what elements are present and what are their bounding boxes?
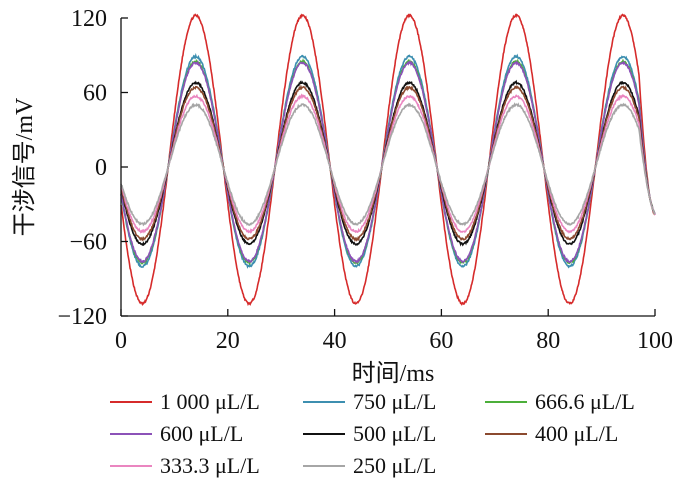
series-line-7 (120, 102, 656, 227)
x-tick-label: 20 (216, 328, 240, 354)
y-tick-label: 60 (83, 81, 107, 107)
legend-label: 400 μL/L (535, 421, 618, 446)
series-line-0 (120, 13, 656, 307)
axis-titles: 时间/ms 干涉信号/mV (11, 97, 434, 387)
legend-label: 333.3 μL/L (160, 453, 260, 478)
series-line-6 (120, 93, 656, 234)
x-axis-title: 时间/ms (352, 360, 435, 387)
legend-item-4: 500 μL/L (303, 421, 436, 446)
ticks: 0 20 40 60 80 100 −120 −60 0 60 120 (57, 6, 673, 354)
legend-item-7: 250 μL/L (303, 453, 436, 478)
y-tick-label: −120 (57, 304, 107, 330)
legend-label: 1 000 μL/L (160, 389, 260, 414)
legend-item-2: 666.6 μL/L (485, 389, 635, 414)
x-tick-label: 60 (429, 328, 453, 354)
y-tick-label: 120 (71, 6, 107, 32)
x-tick-label: 40 (323, 328, 347, 354)
x-tick-label: 100 (637, 328, 673, 354)
x-tick-label: 0 (115, 328, 127, 354)
legend: 1 000 μL/L 750 μL/L 666.6 μL/L 600 μL/L 500 … (110, 389, 635, 478)
series-line-3 (120, 60, 656, 265)
legend-label: 750 μL/L (353, 389, 436, 414)
legend-item-1: 750 μL/L (303, 389, 436, 414)
legend-item-6: 333.3 μL/L (110, 453, 260, 478)
x-tick-label: 80 (536, 328, 560, 354)
legend-item-0: 1 000 μL/L (110, 389, 260, 414)
legend-label: 250 μL/L (353, 453, 436, 478)
legend-label: 500 μL/L (353, 421, 436, 446)
y-tick-label: −60 (69, 230, 107, 256)
legend-label: 666.6 μL/L (535, 389, 635, 414)
plot-lines (120, 13, 656, 307)
y-axis-title: 干涉信号/mV (11, 97, 38, 236)
legend-item-5: 400 μL/L (485, 421, 618, 446)
legend-item-3: 600 μL/L (110, 421, 243, 446)
legend-label: 600 μL/L (160, 421, 243, 446)
y-tick-label: 0 (95, 155, 107, 181)
